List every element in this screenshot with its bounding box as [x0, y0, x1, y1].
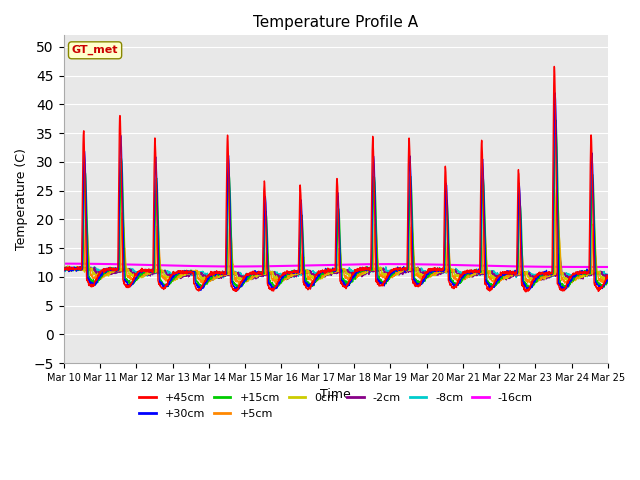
-2cm — [556, 251, 563, 257]
-2cm — [494, 273, 502, 278]
+5cm — [553, 186, 561, 192]
+15cm — [572, 274, 579, 280]
-2cm — [364, 269, 371, 275]
0cm — [203, 279, 211, 285]
+30cm — [352, 272, 360, 277]
Line: -8cm: -8cm — [63, 266, 608, 278]
+5cm — [556, 266, 564, 272]
0cm — [212, 276, 220, 281]
+30cm — [60, 265, 67, 271]
0cm — [556, 248, 564, 254]
-8cm — [556, 272, 564, 277]
-16cm — [556, 264, 564, 270]
+45cm — [212, 270, 220, 276]
-8cm — [604, 272, 612, 277]
0cm — [60, 267, 67, 273]
-2cm — [604, 273, 612, 279]
-16cm — [60, 261, 67, 266]
+30cm — [364, 266, 371, 272]
0cm — [352, 274, 360, 279]
-16cm — [212, 264, 220, 269]
-2cm — [352, 273, 360, 278]
+30cm — [572, 271, 579, 277]
-8cm — [65, 263, 73, 269]
+30cm — [604, 276, 612, 282]
Legend: +45cm, +30cm, +15cm, +5cm, 0cm, -2cm, -8cm, -16cm: +45cm, +30cm, +15cm, +5cm, 0cm, -2cm, -8… — [134, 389, 537, 423]
+30cm — [494, 276, 502, 282]
-2cm — [556, 253, 564, 259]
-8cm — [352, 269, 360, 275]
+15cm — [525, 286, 533, 291]
Line: +30cm: +30cm — [63, 93, 608, 290]
0cm — [554, 226, 562, 231]
Title: Temperature Profile A: Temperature Profile A — [253, 15, 419, 30]
+5cm — [572, 275, 579, 281]
+45cm — [550, 63, 558, 69]
+30cm — [212, 273, 220, 279]
+45cm — [522, 289, 530, 295]
+15cm — [556, 281, 564, 287]
-8cm — [60, 265, 67, 271]
+45cm — [351, 269, 359, 275]
-8cm — [364, 270, 372, 276]
Y-axis label: Temperature (C): Temperature (C) — [15, 148, 28, 250]
-2cm — [572, 276, 579, 282]
-2cm — [212, 274, 220, 280]
Line: +15cm: +15cm — [63, 120, 608, 288]
0cm — [572, 278, 579, 284]
+5cm — [60, 266, 67, 272]
Line: +5cm: +5cm — [63, 189, 608, 285]
0cm — [364, 270, 371, 276]
-8cm — [572, 274, 579, 279]
Line: +45cm: +45cm — [63, 66, 608, 292]
-16cm — [604, 264, 612, 270]
Text: GT_met: GT_met — [72, 45, 118, 55]
+5cm — [494, 278, 502, 284]
-16cm — [571, 264, 579, 270]
+15cm — [60, 267, 67, 273]
-16cm — [494, 263, 502, 269]
Line: -16cm: -16cm — [63, 264, 608, 267]
+5cm — [352, 273, 360, 279]
Line: -2cm: -2cm — [63, 254, 608, 280]
-8cm — [214, 275, 222, 281]
+15cm — [212, 272, 220, 277]
+5cm — [604, 278, 612, 284]
-2cm — [60, 267, 67, 273]
+5cm — [275, 282, 282, 288]
-2cm — [209, 277, 217, 283]
-16cm — [351, 262, 359, 267]
+45cm — [60, 265, 67, 271]
0cm — [494, 275, 502, 281]
+45cm — [364, 267, 371, 273]
+45cm — [572, 270, 579, 276]
+5cm — [212, 274, 220, 280]
+45cm — [494, 275, 502, 280]
0cm — [604, 276, 612, 282]
+45cm — [604, 273, 612, 278]
+15cm — [364, 267, 371, 273]
-8cm — [495, 272, 502, 278]
+15cm — [552, 117, 559, 123]
+15cm — [494, 279, 502, 285]
-8cm — [212, 273, 220, 278]
+30cm — [556, 280, 564, 286]
+30cm — [551, 90, 559, 96]
+30cm — [234, 288, 241, 293]
Line: 0cm: 0cm — [63, 228, 608, 282]
X-axis label: Time: Time — [321, 388, 351, 401]
+5cm — [364, 267, 371, 273]
-16cm — [364, 261, 371, 267]
+15cm — [604, 277, 612, 283]
+15cm — [351, 273, 359, 279]
+45cm — [556, 286, 564, 291]
